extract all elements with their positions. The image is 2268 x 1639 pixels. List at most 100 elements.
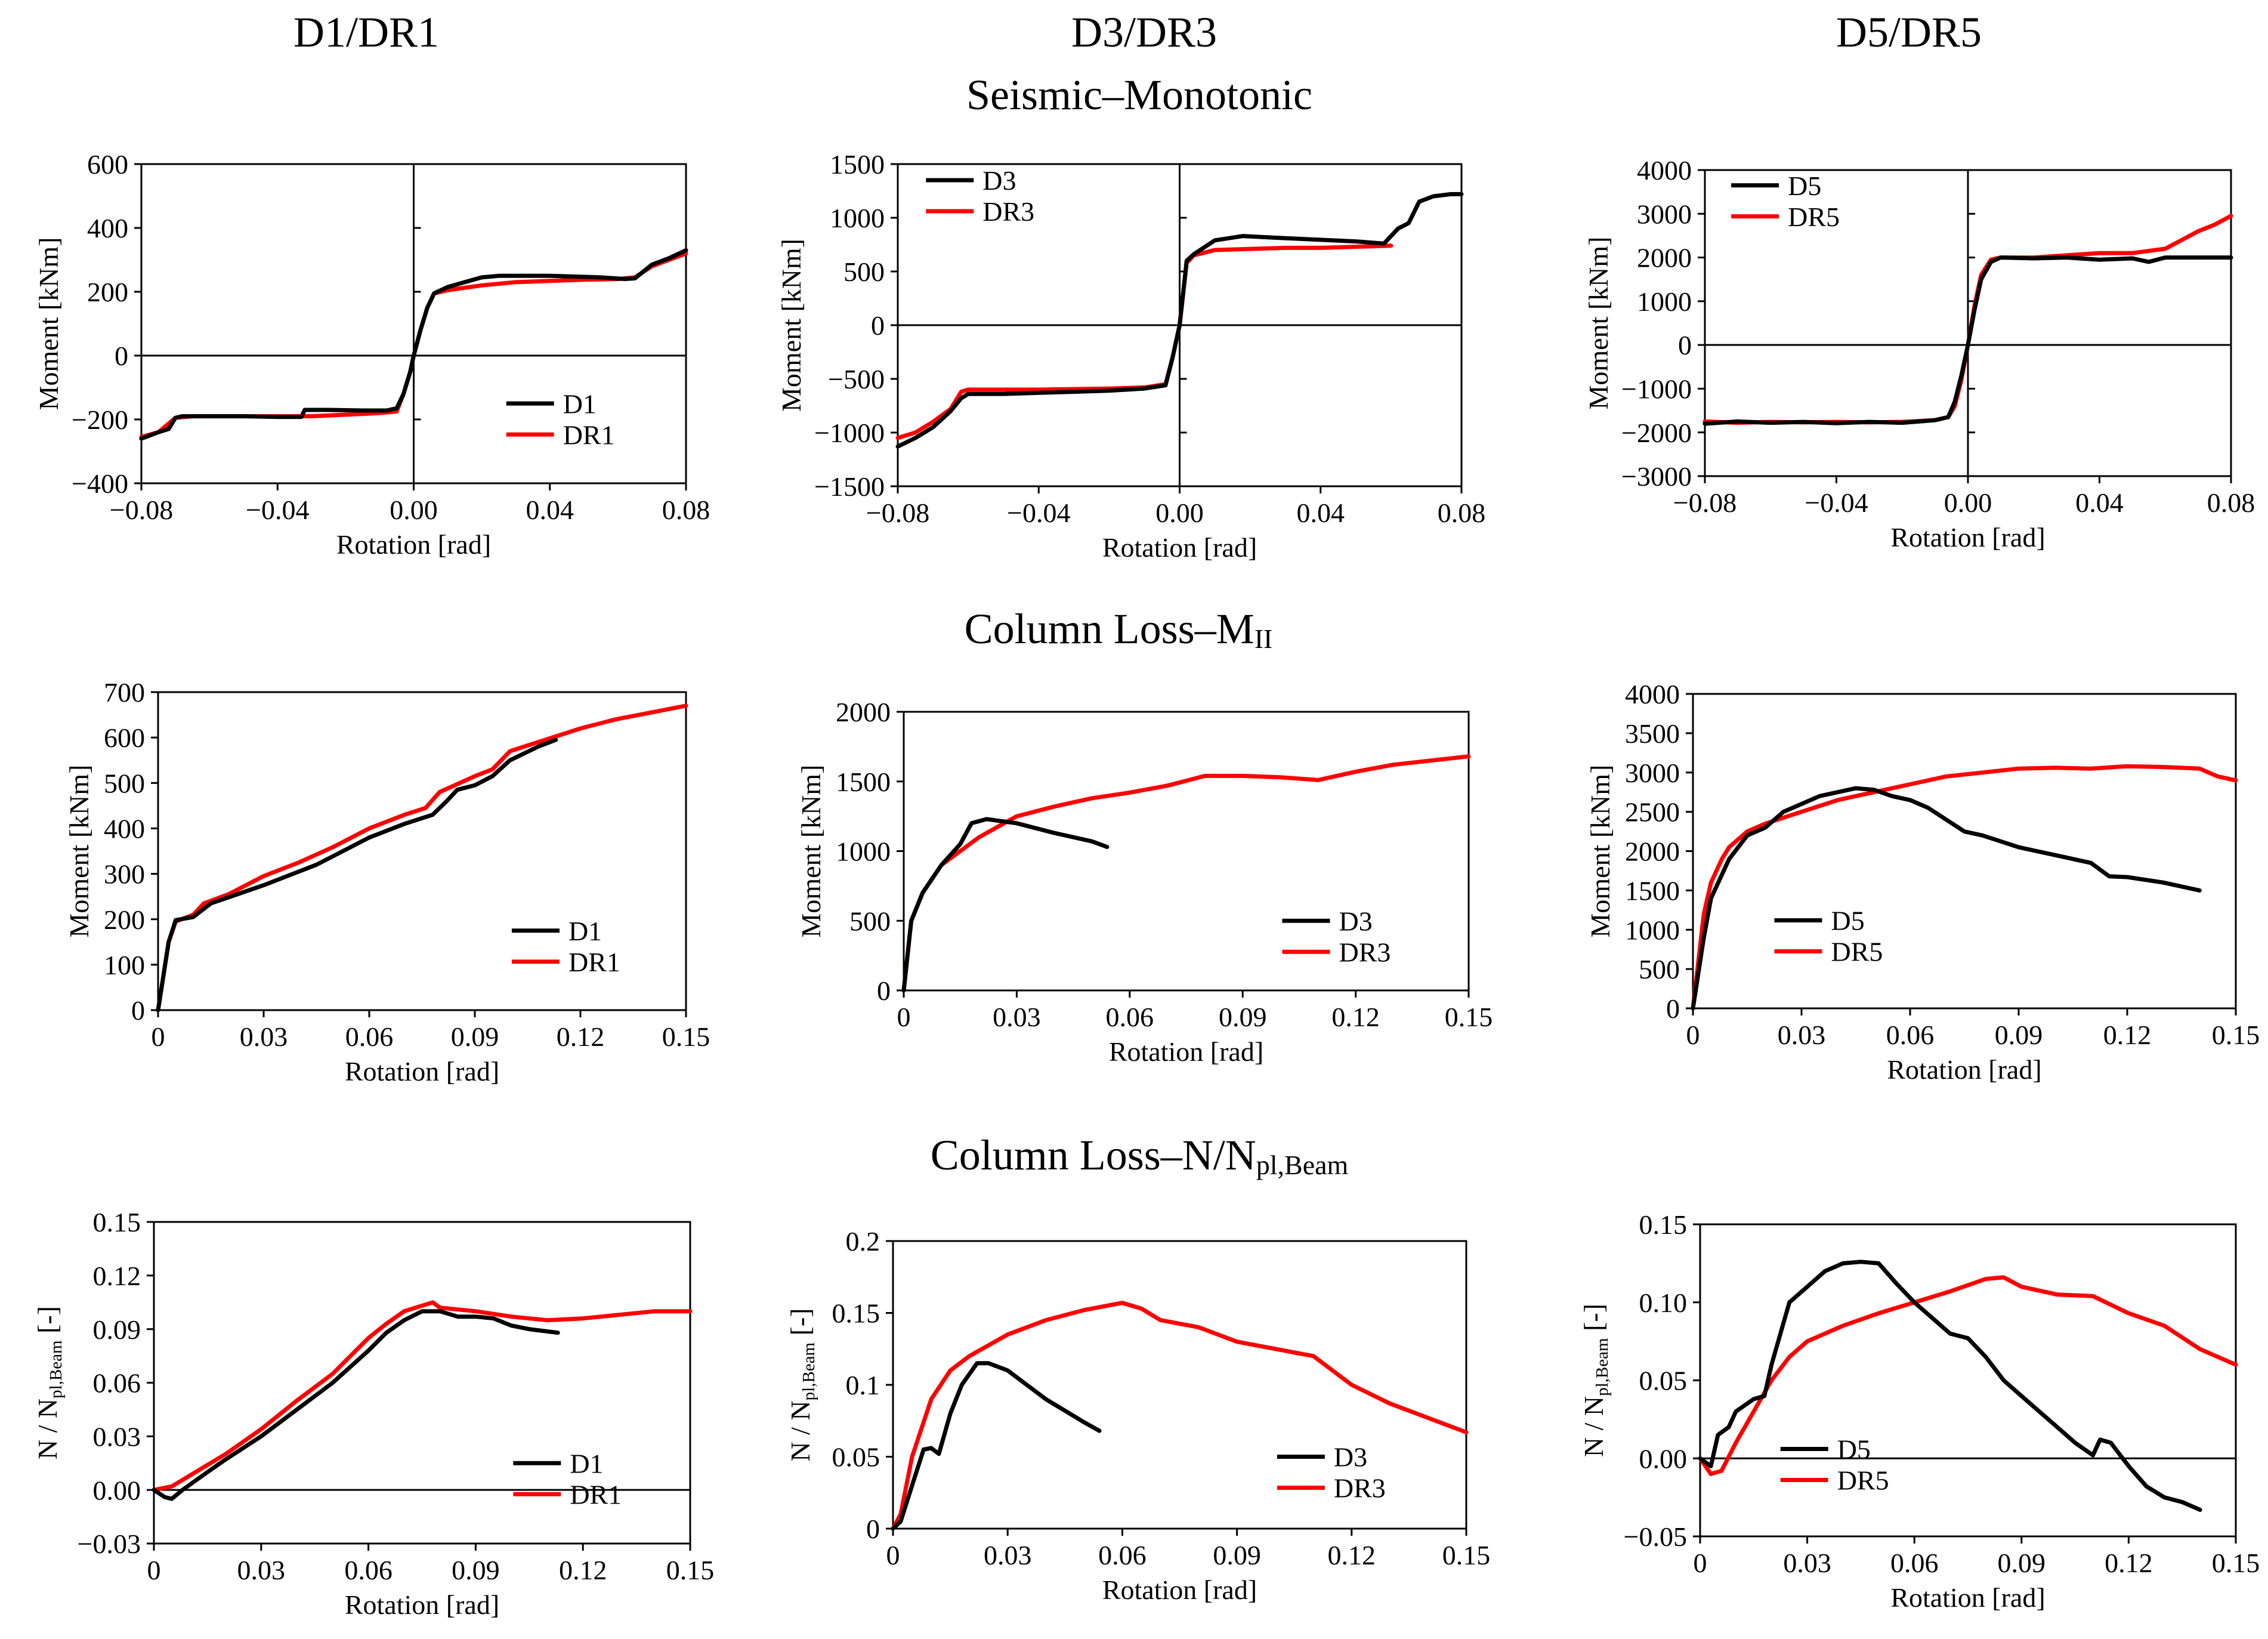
x-tick-label: 0.09 [1995, 1020, 2043, 1050]
y-tick-label: 3000 [1625, 758, 1680, 788]
y-tick-label: 4000 [1625, 679, 1680, 709]
y-tick-label: 1000 [1637, 286, 1692, 317]
legend-label-d5: D5 [1837, 1434, 1871, 1465]
legend-label-dr3: DR3 [982, 196, 1034, 227]
y-tick-label: 0.10 [1639, 1288, 1688, 1318]
legend-label-d1: D1 [563, 388, 597, 419]
legend-label-d3: D3 [982, 165, 1016, 196]
x-tick-label: 0.04 [1297, 498, 1345, 528]
x-axis-label: Rotation [rad] [345, 1589, 499, 1620]
x-tick-label: 0.06 [344, 1555, 393, 1585]
x-tick-label: 0.09 [1998, 1548, 2046, 1578]
x-tick-label: 0.00 [390, 495, 438, 525]
x-tick-label: 0.15 [2212, 1020, 2260, 1050]
y-tick-label: 0.03 [93, 1421, 141, 1452]
legend-label-d1: D1 [568, 916, 602, 946]
x-tick-label: 0.06 [1098, 1540, 1147, 1570]
row-title-2-main: Column Loss–M [965, 605, 1254, 653]
y-tick-label: −2000 [1621, 418, 1692, 448]
y-tick-label: 500 [843, 257, 885, 287]
x-axis-label: Rotation [rad] [1890, 522, 2045, 552]
series-line-dr1 [152, 1300, 693, 1492]
x-tick-label: −0.04 [1007, 498, 1070, 528]
y-tick-label: 3000 [1637, 199, 1692, 229]
row-title-3: Column Loss–N/Npl,Beam [931, 1131, 1349, 1180]
y-tick-label: 0.15 [832, 1298, 880, 1329]
x-tick-label: 0.12 [2103, 1020, 2152, 1050]
y-tick-label: −1000 [1621, 374, 1692, 405]
y-tick-label: 1000 [830, 203, 885, 233]
x-tick-label: −0.08 [110, 495, 173, 525]
x-tick-label: 0 [1694, 1548, 1707, 1578]
y-tick-label: 100 [104, 950, 145, 980]
y-axis-label: Moment [kNm] [796, 764, 826, 937]
series-line-dr5 [1698, 1275, 2238, 1476]
x-tick-label: 0 [897, 1002, 911, 1032]
x-tick-label: −0.08 [866, 498, 929, 528]
chart-d1-moment: 0 0.03 0.06 0.09 0.12 0.15 0 100 200 300 400 500 600… [64, 677, 710, 1087]
x-tick-label: 0.12 [1331, 1002, 1380, 1032]
x-tick-label: 0.15 [666, 1555, 715, 1585]
x-tick-label: 0.09 [451, 1021, 499, 1052]
y-tick-label: 0.05 [832, 1442, 880, 1473]
x-tick-label: 0.06 [1890, 1548, 1939, 1578]
series-line-dr1 [156, 703, 688, 1013]
col-title-3: D5/DR5 [1836, 8, 1982, 56]
legend-label-dr3: DR3 [1334, 1473, 1386, 1504]
y-tick-label: 0.1 [846, 1370, 880, 1400]
legend-label-dr5: DR5 [1831, 937, 1883, 967]
legend-label-dr5: DR5 [1788, 202, 1840, 232]
x-axis-label: Rotation [rad] [336, 529, 491, 560]
y-tick-label: 0.15 [93, 1207, 141, 1237]
y-tick-label: 4000 [1637, 155, 1692, 186]
series-line-d3 [895, 192, 1464, 449]
row-title-2: Column Loss–MII [965, 605, 1273, 654]
x-tick-label: 0.03 [240, 1021, 288, 1052]
col-title-1: D1/DR1 [293, 8, 439, 56]
legend-label-dr3: DR3 [1339, 937, 1391, 967]
x-axis-label: Rotation [rad] [1102, 1575, 1257, 1605]
row-title-2-sub: II [1254, 624, 1273, 654]
x-tick-label: −0.08 [1673, 487, 1736, 518]
y-tick-label: 0.00 [93, 1475, 141, 1505]
col-title-2: D3/DR3 [1071, 8, 1217, 56]
legend-label-d1: D1 [570, 1448, 603, 1479]
y-axis-label: N / Npl,Beam [-] [1578, 1304, 1612, 1457]
y-tick-label: −3000 [1621, 461, 1692, 492]
series-line-dr3 [895, 243, 1393, 440]
y-tick-label: −0.03 [78, 1529, 141, 1559]
legend-label-dr1: DR1 [563, 419, 615, 450]
x-tick-label: 0.09 [1213, 1540, 1261, 1570]
series-line-d3 [901, 817, 1110, 993]
chart-d1-seismic: −0.08 −0.04 0.00 0.04 0.08 −400 −200 0 200 400 600… [33, 149, 710, 560]
y-tick-label: 1000 [836, 837, 891, 867]
legend-label-dr1: DR1 [570, 1479, 622, 1510]
y-tick-label: 0.2 [846, 1226, 880, 1257]
y-tick-label: 700 [104, 677, 145, 708]
y-tick-label: 0 [115, 341, 128, 371]
x-tick-label: 0.12 [559, 1555, 607, 1585]
x-tick-label: 0.12 [1328, 1540, 1376, 1570]
x-tick-label: 0.15 [662, 1021, 710, 1052]
y-tick-label: 600 [104, 723, 145, 753]
x-tick-label: 0.00 [1155, 498, 1204, 528]
y-tick-label: 0 [131, 995, 145, 1026]
y-tick-label: 200 [104, 905, 145, 935]
y-tick-label: 0 [1666, 993, 1680, 1024]
x-tick-label: 0.06 [1886, 1020, 1935, 1050]
x-tick-label: −0.04 [1804, 487, 1868, 518]
x-tick-label: 0.03 [1778, 1020, 1826, 1050]
y-tick-label: 2000 [1625, 837, 1680, 867]
y-tick-label: −1500 [814, 471, 885, 502]
y-tick-label: 200 [87, 277, 128, 307]
y-tick-label: −400 [72, 468, 128, 499]
x-tick-label: 0.03 [237, 1555, 286, 1585]
y-axis-label: Moment [kNm] [64, 764, 94, 937]
chart-d3-moment: 0 0.03 0.06 0.09 0.12 0.15 0 500 1000 1500 2000 Rot… [796, 697, 1493, 1067]
chart-d1-axial: 0 0.03 0.06 0.09 0.12 0.15 −0.03 0.00 0.03 0.06 0.… [32, 1207, 714, 1620]
x-tick-label: 0.04 [2075, 487, 2124, 518]
x-tick-label: 0 [152, 1021, 165, 1052]
y-tick-label: −200 [72, 405, 128, 435]
series-line-d1 [139, 248, 688, 441]
